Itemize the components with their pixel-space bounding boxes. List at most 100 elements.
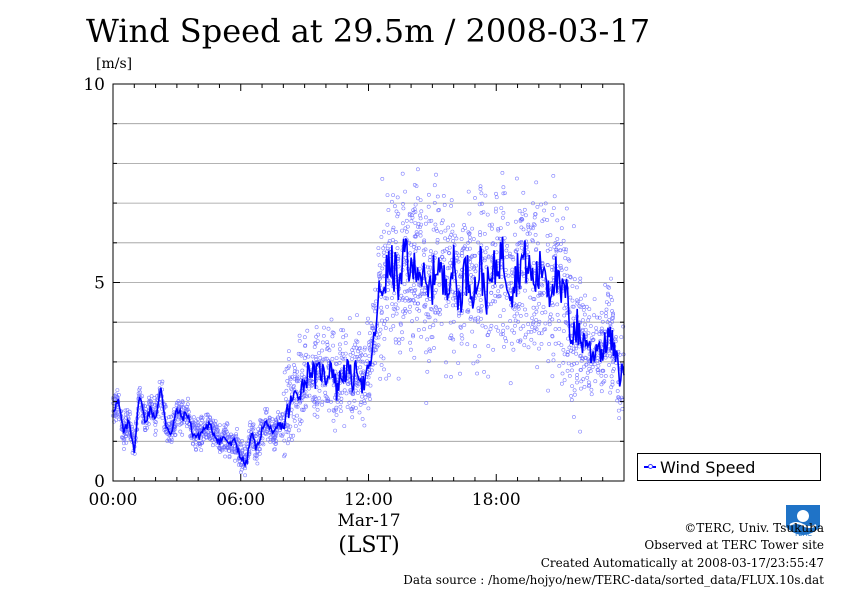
data-point — [578, 368, 583, 372]
data-point — [537, 346, 541, 351]
data-point — [584, 362, 589, 367]
data-point — [475, 359, 480, 364]
data-point — [536, 241, 540, 246]
data-point — [233, 449, 238, 454]
data-point — [501, 322, 505, 327]
data-point — [569, 393, 574, 398]
data-point — [459, 333, 464, 338]
data-point — [398, 350, 403, 355]
data-point — [501, 332, 505, 337]
data-point — [371, 325, 375, 330]
data-point — [385, 304, 390, 309]
data-point — [583, 293, 588, 298]
data-point — [547, 342, 552, 346]
data-point — [550, 334, 555, 339]
data-point — [579, 358, 584, 363]
data-point — [573, 392, 577, 397]
data-point — [414, 230, 419, 235]
data-point — [611, 313, 615, 318]
data-point — [414, 184, 419, 189]
data-point — [536, 322, 541, 327]
data-point — [497, 294, 502, 299]
data-point — [483, 250, 488, 255]
data-point — [442, 203, 447, 207]
data-point — [338, 351, 343, 356]
data-point — [410, 215, 415, 220]
data-point — [613, 339, 618, 344]
data-point — [540, 310, 545, 315]
data-point — [586, 357, 591, 362]
data-point — [413, 249, 418, 254]
data-point — [578, 280, 583, 285]
data-point — [439, 221, 444, 226]
data-point — [479, 304, 484, 308]
data-point — [394, 229, 398, 234]
data-point — [563, 302, 568, 307]
data-point — [362, 401, 367, 406]
data-point — [403, 289, 407, 294]
data-point — [272, 422, 277, 427]
data-point — [611, 369, 615, 374]
data-point — [494, 191, 498, 196]
data-point — [564, 206, 569, 211]
data-point — [450, 223, 455, 228]
data-point — [458, 324, 463, 329]
data-point — [509, 280, 514, 285]
data-point — [405, 289, 410, 294]
data-point — [285, 441, 290, 446]
x-tick-label: 12:00 — [344, 490, 393, 510]
data-point — [313, 354, 318, 359]
data-point — [386, 230, 391, 235]
data-point — [583, 322, 588, 327]
data-point — [117, 392, 121, 397]
data-point — [538, 290, 542, 295]
data-point — [572, 388, 577, 393]
data-point — [142, 425, 147, 430]
data-point — [355, 354, 360, 359]
data-point — [440, 254, 444, 259]
data-point — [113, 413, 118, 418]
data-point — [510, 328, 515, 333]
data-point — [285, 422, 290, 427]
data-point — [418, 213, 422, 218]
data-point — [307, 393, 312, 398]
data-point — [326, 326, 331, 331]
data-point — [370, 302, 375, 307]
data-point — [562, 247, 567, 252]
data-point — [404, 218, 409, 223]
data-point — [586, 380, 591, 385]
data-point — [477, 293, 481, 298]
data-point — [315, 339, 320, 344]
data-point — [518, 338, 523, 343]
data-point — [353, 388, 358, 393]
data-point — [473, 196, 477, 200]
data-point — [526, 345, 531, 350]
data-point — [307, 381, 312, 386]
data-point — [447, 235, 452, 240]
data-point — [380, 176, 385, 181]
data-point — [412, 234, 417, 239]
data-point — [534, 309, 539, 314]
data-point — [427, 219, 432, 224]
data-point — [476, 320, 481, 325]
data-point — [185, 407, 190, 412]
data-point — [582, 364, 586, 369]
data-point — [561, 238, 566, 243]
data-point — [287, 364, 291, 369]
data-point — [459, 341, 464, 346]
data-point — [325, 342, 330, 347]
data-point — [605, 320, 610, 325]
data-point — [486, 333, 490, 337]
data-point — [120, 435, 124, 440]
data-point — [333, 361, 338, 366]
data-point — [329, 317, 334, 322]
data-point — [122, 447, 126, 451]
data-point — [483, 325, 488, 330]
data-point — [142, 403, 147, 408]
data-point — [621, 324, 626, 329]
data-point — [483, 256, 487, 261]
data-point — [450, 289, 455, 294]
data-point — [467, 235, 472, 240]
data-point — [501, 210, 506, 215]
data-point — [513, 323, 517, 328]
